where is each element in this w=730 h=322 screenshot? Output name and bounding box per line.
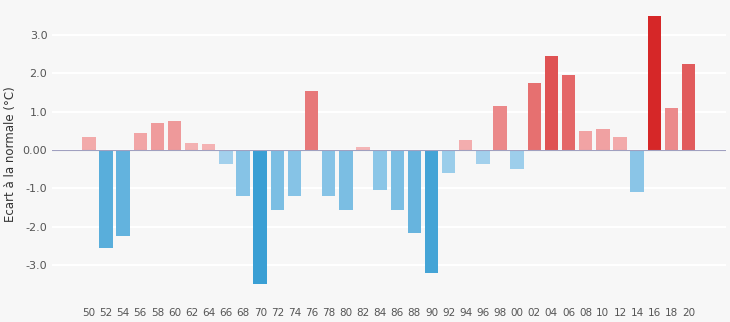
Bar [493,106,507,150]
Bar [476,150,490,164]
Bar [305,90,318,150]
Bar [459,140,472,150]
Bar [219,150,233,164]
Bar [339,150,353,210]
Bar [168,121,181,150]
Bar [665,108,678,150]
Bar [631,150,644,192]
Bar [116,150,130,236]
Bar [99,150,112,248]
Bar [579,131,592,150]
Bar [150,123,164,150]
Bar [253,150,267,284]
Bar [374,150,387,190]
Bar [288,150,301,196]
Bar [562,75,575,150]
Bar [545,56,558,150]
Bar [682,64,695,150]
Bar [648,16,661,150]
Bar [82,137,96,150]
Y-axis label: Ecart à la normale (°C): Ecart à la normale (°C) [4,86,18,222]
Bar [271,150,284,210]
Bar [322,150,335,196]
Bar [134,133,147,150]
Bar [237,150,250,196]
Bar [407,150,421,232]
Bar [185,143,199,150]
Bar [391,150,404,210]
Bar [613,137,626,150]
Bar [510,150,524,169]
Bar [596,129,610,150]
Bar [425,150,438,273]
Bar [202,144,215,150]
Bar [442,150,456,173]
Bar [356,147,369,150]
Bar [528,83,541,150]
